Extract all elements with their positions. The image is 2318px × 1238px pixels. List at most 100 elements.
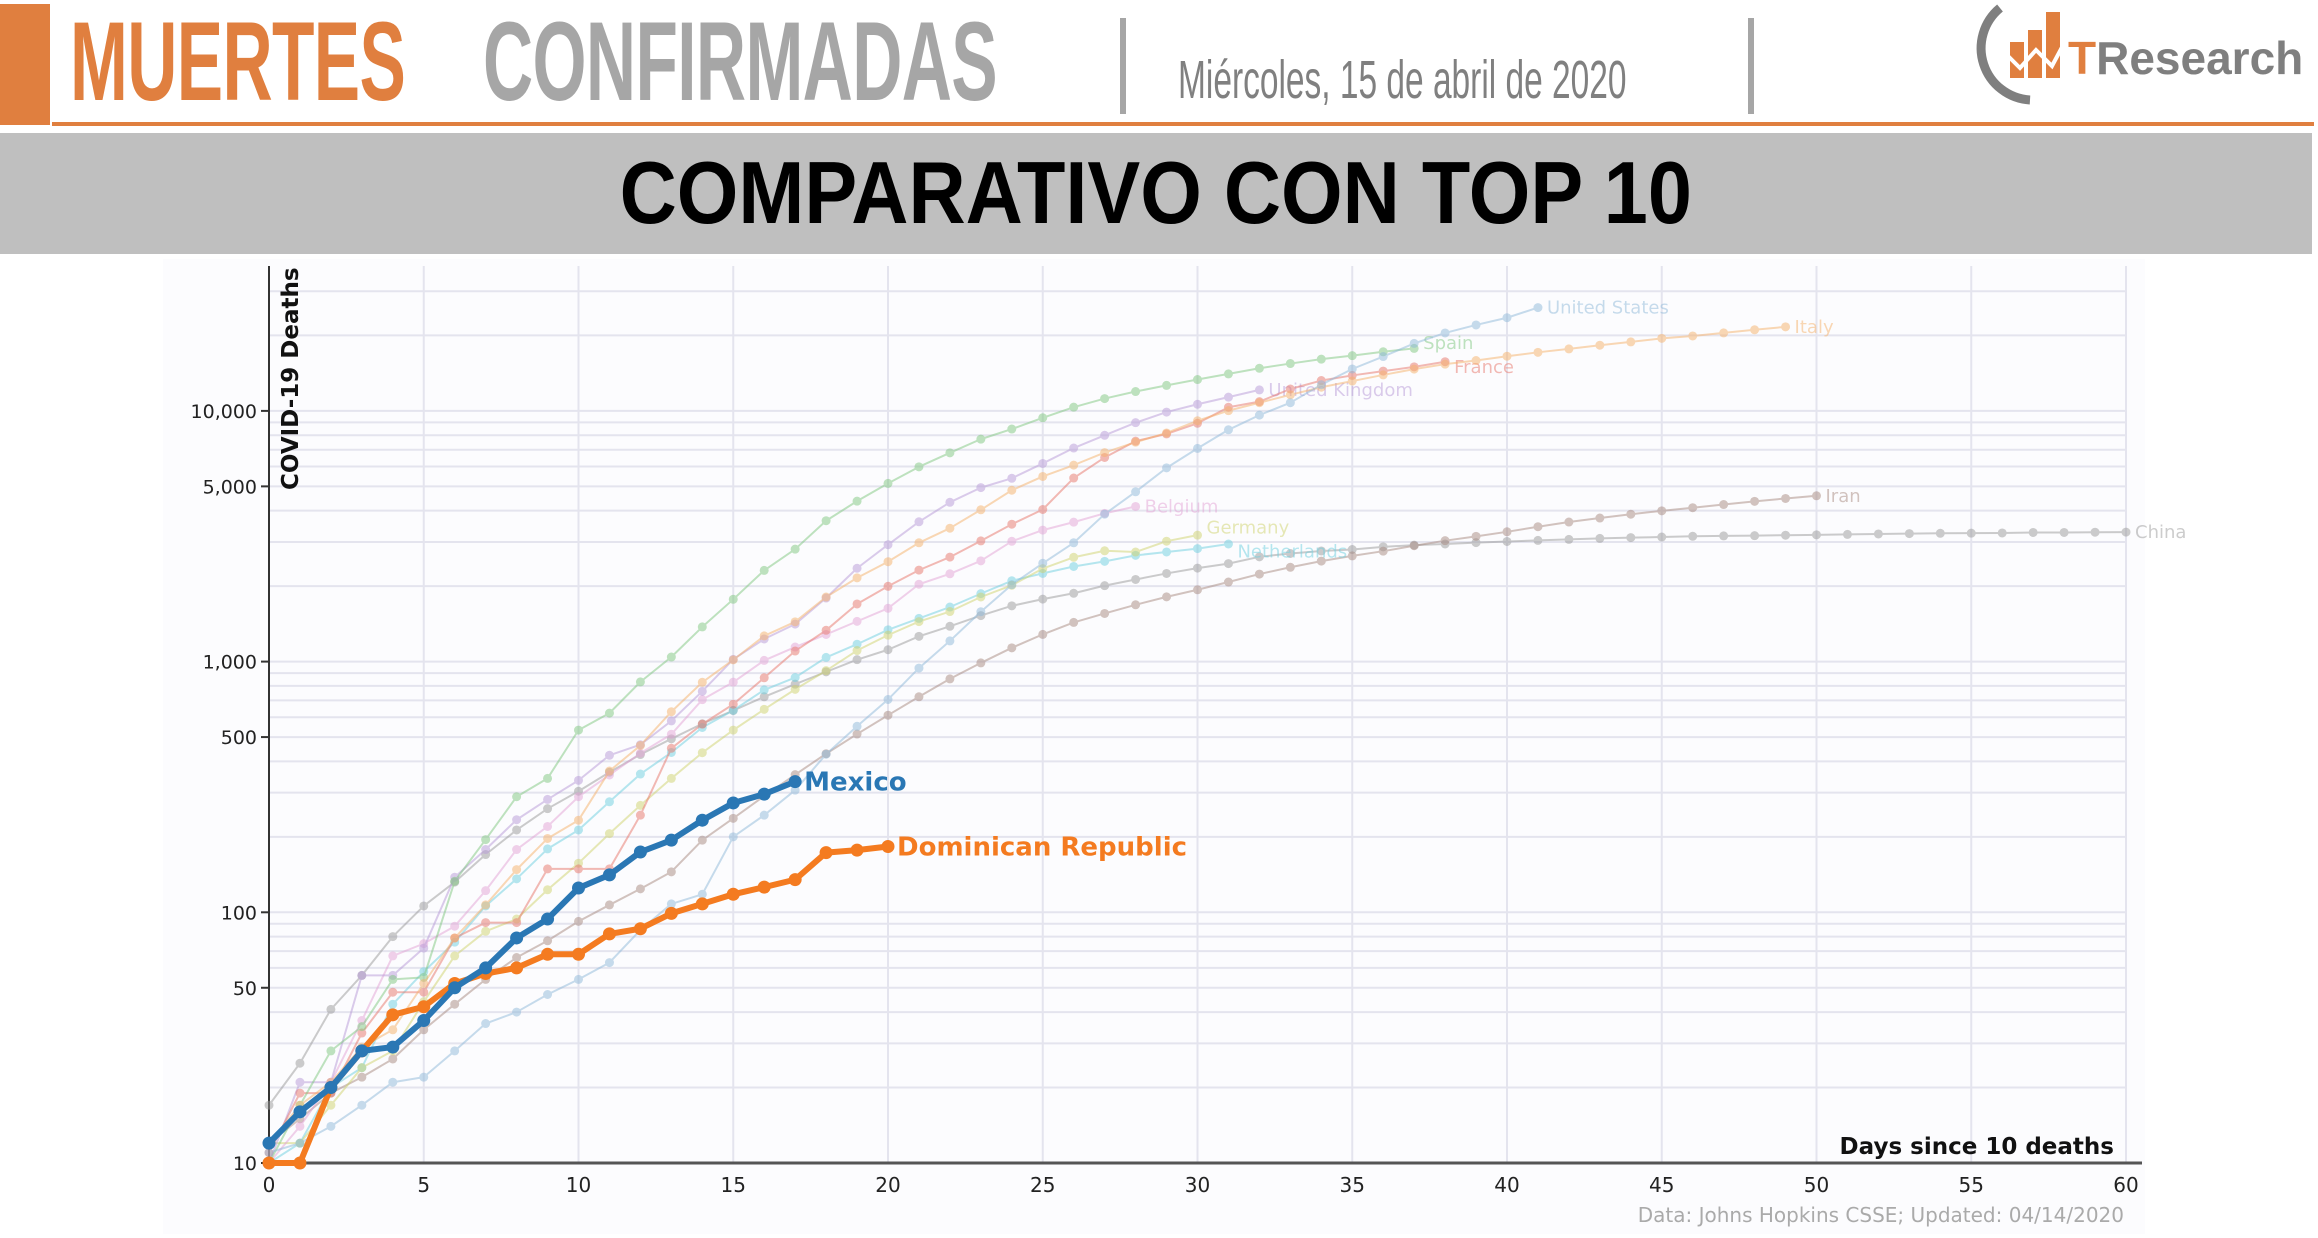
data-point — [790, 544, 800, 554]
data-point — [945, 497, 955, 507]
data-point — [790, 785, 800, 795]
data-point — [1347, 551, 1357, 561]
data-point — [852, 729, 862, 739]
data-point — [852, 573, 862, 583]
data-point — [635, 884, 645, 894]
data-point — [1038, 629, 1048, 639]
header-accent-bar — [0, 4, 50, 125]
header-underline — [52, 122, 2314, 126]
data-point — [1595, 340, 1605, 350]
data-point — [1316, 556, 1326, 566]
data-point — [1193, 399, 1202, 409]
data-point — [388, 999, 398, 1009]
x-tick-label: 35 — [1340, 1173, 1365, 1197]
data-point — [574, 974, 583, 984]
data-point — [1100, 430, 1110, 440]
data-point — [1502, 536, 1512, 546]
data-point — [664, 833, 678, 847]
data-point — [666, 867, 676, 877]
series-label: Iran — [1826, 486, 1861, 507]
data-point — [819, 846, 833, 860]
data-point — [635, 740, 645, 750]
data-point — [419, 901, 429, 911]
series-line — [268, 325, 1786, 1144]
data-point — [574, 792, 583, 802]
data-point — [479, 961, 493, 975]
data-point — [1378, 370, 1388, 380]
data-point — [1131, 574, 1141, 584]
data-point — [1378, 546, 1388, 556]
data-point — [1409, 541, 1419, 551]
data-point — [512, 865, 522, 875]
data-point — [324, 1081, 338, 1095]
data-point — [914, 617, 924, 627]
data-point — [543, 864, 553, 874]
data-point — [1285, 562, 1295, 572]
series-label: Belgium — [1145, 496, 1219, 517]
data-point — [1347, 351, 1357, 361]
data-point — [417, 1000, 431, 1014]
data-point — [388, 1077, 398, 1087]
data-point — [1100, 394, 1110, 404]
data-point — [543, 885, 553, 895]
data-point — [1378, 352, 1388, 362]
series-line — [268, 306, 1539, 1154]
data-point — [386, 1040, 400, 1054]
data-point — [759, 810, 769, 820]
series-spain: Spain — [264, 333, 1473, 1168]
data-point — [326, 1100, 336, 1110]
x-tick-label: 0 — [263, 1173, 276, 1197]
data-point — [695, 813, 709, 827]
data-point — [945, 674, 955, 684]
data-point — [697, 622, 707, 632]
data-point — [357, 1028, 367, 1038]
data-point — [1347, 544, 1357, 554]
data-point — [1595, 533, 1605, 543]
data-point — [295, 1058, 305, 1068]
data-point — [326, 1121, 336, 1131]
data-point — [914, 538, 924, 548]
data-point — [914, 692, 924, 702]
data-point — [728, 677, 738, 687]
data-point — [1100, 556, 1110, 566]
data-point — [1781, 530, 1791, 540]
data-point — [821, 666, 831, 676]
data-point — [1038, 504, 1048, 514]
data-point — [450, 999, 460, 1009]
data-point — [1471, 355, 1481, 365]
data-point — [604, 829, 614, 839]
data-point — [790, 617, 800, 627]
data-point — [635, 748, 645, 758]
data-point — [1502, 313, 1512, 323]
x-tick-label: 30 — [1185, 1173, 1210, 1197]
data-point — [821, 516, 831, 526]
data-point — [759, 655, 769, 665]
data-point — [666, 899, 676, 909]
data-point — [1007, 536, 1017, 546]
data-point — [1564, 517, 1574, 527]
data-point — [1131, 387, 1141, 397]
data-point — [1812, 491, 1821, 501]
data-point — [976, 592, 986, 602]
data-point — [1471, 538, 1481, 548]
data-point — [852, 616, 862, 626]
data-point — [481, 918, 491, 928]
data-point — [512, 825, 522, 835]
data-point — [728, 813, 738, 823]
data-point — [419, 978, 429, 988]
data-point — [1285, 548, 1295, 558]
data-point — [976, 483, 986, 493]
data-point — [666, 729, 676, 739]
data-point — [788, 873, 802, 887]
series-line — [268, 543, 1229, 1164]
data-point — [821, 652, 831, 662]
data-point — [1935, 528, 1945, 538]
series-label: Dominican Republic — [897, 833, 1187, 863]
data-point — [1873, 529, 1883, 539]
data-point — [1440, 359, 1450, 369]
data-point — [883, 581, 893, 591]
data-point — [295, 1138, 305, 1148]
data-point — [1007, 601, 1017, 611]
data-point — [1193, 443, 1202, 453]
